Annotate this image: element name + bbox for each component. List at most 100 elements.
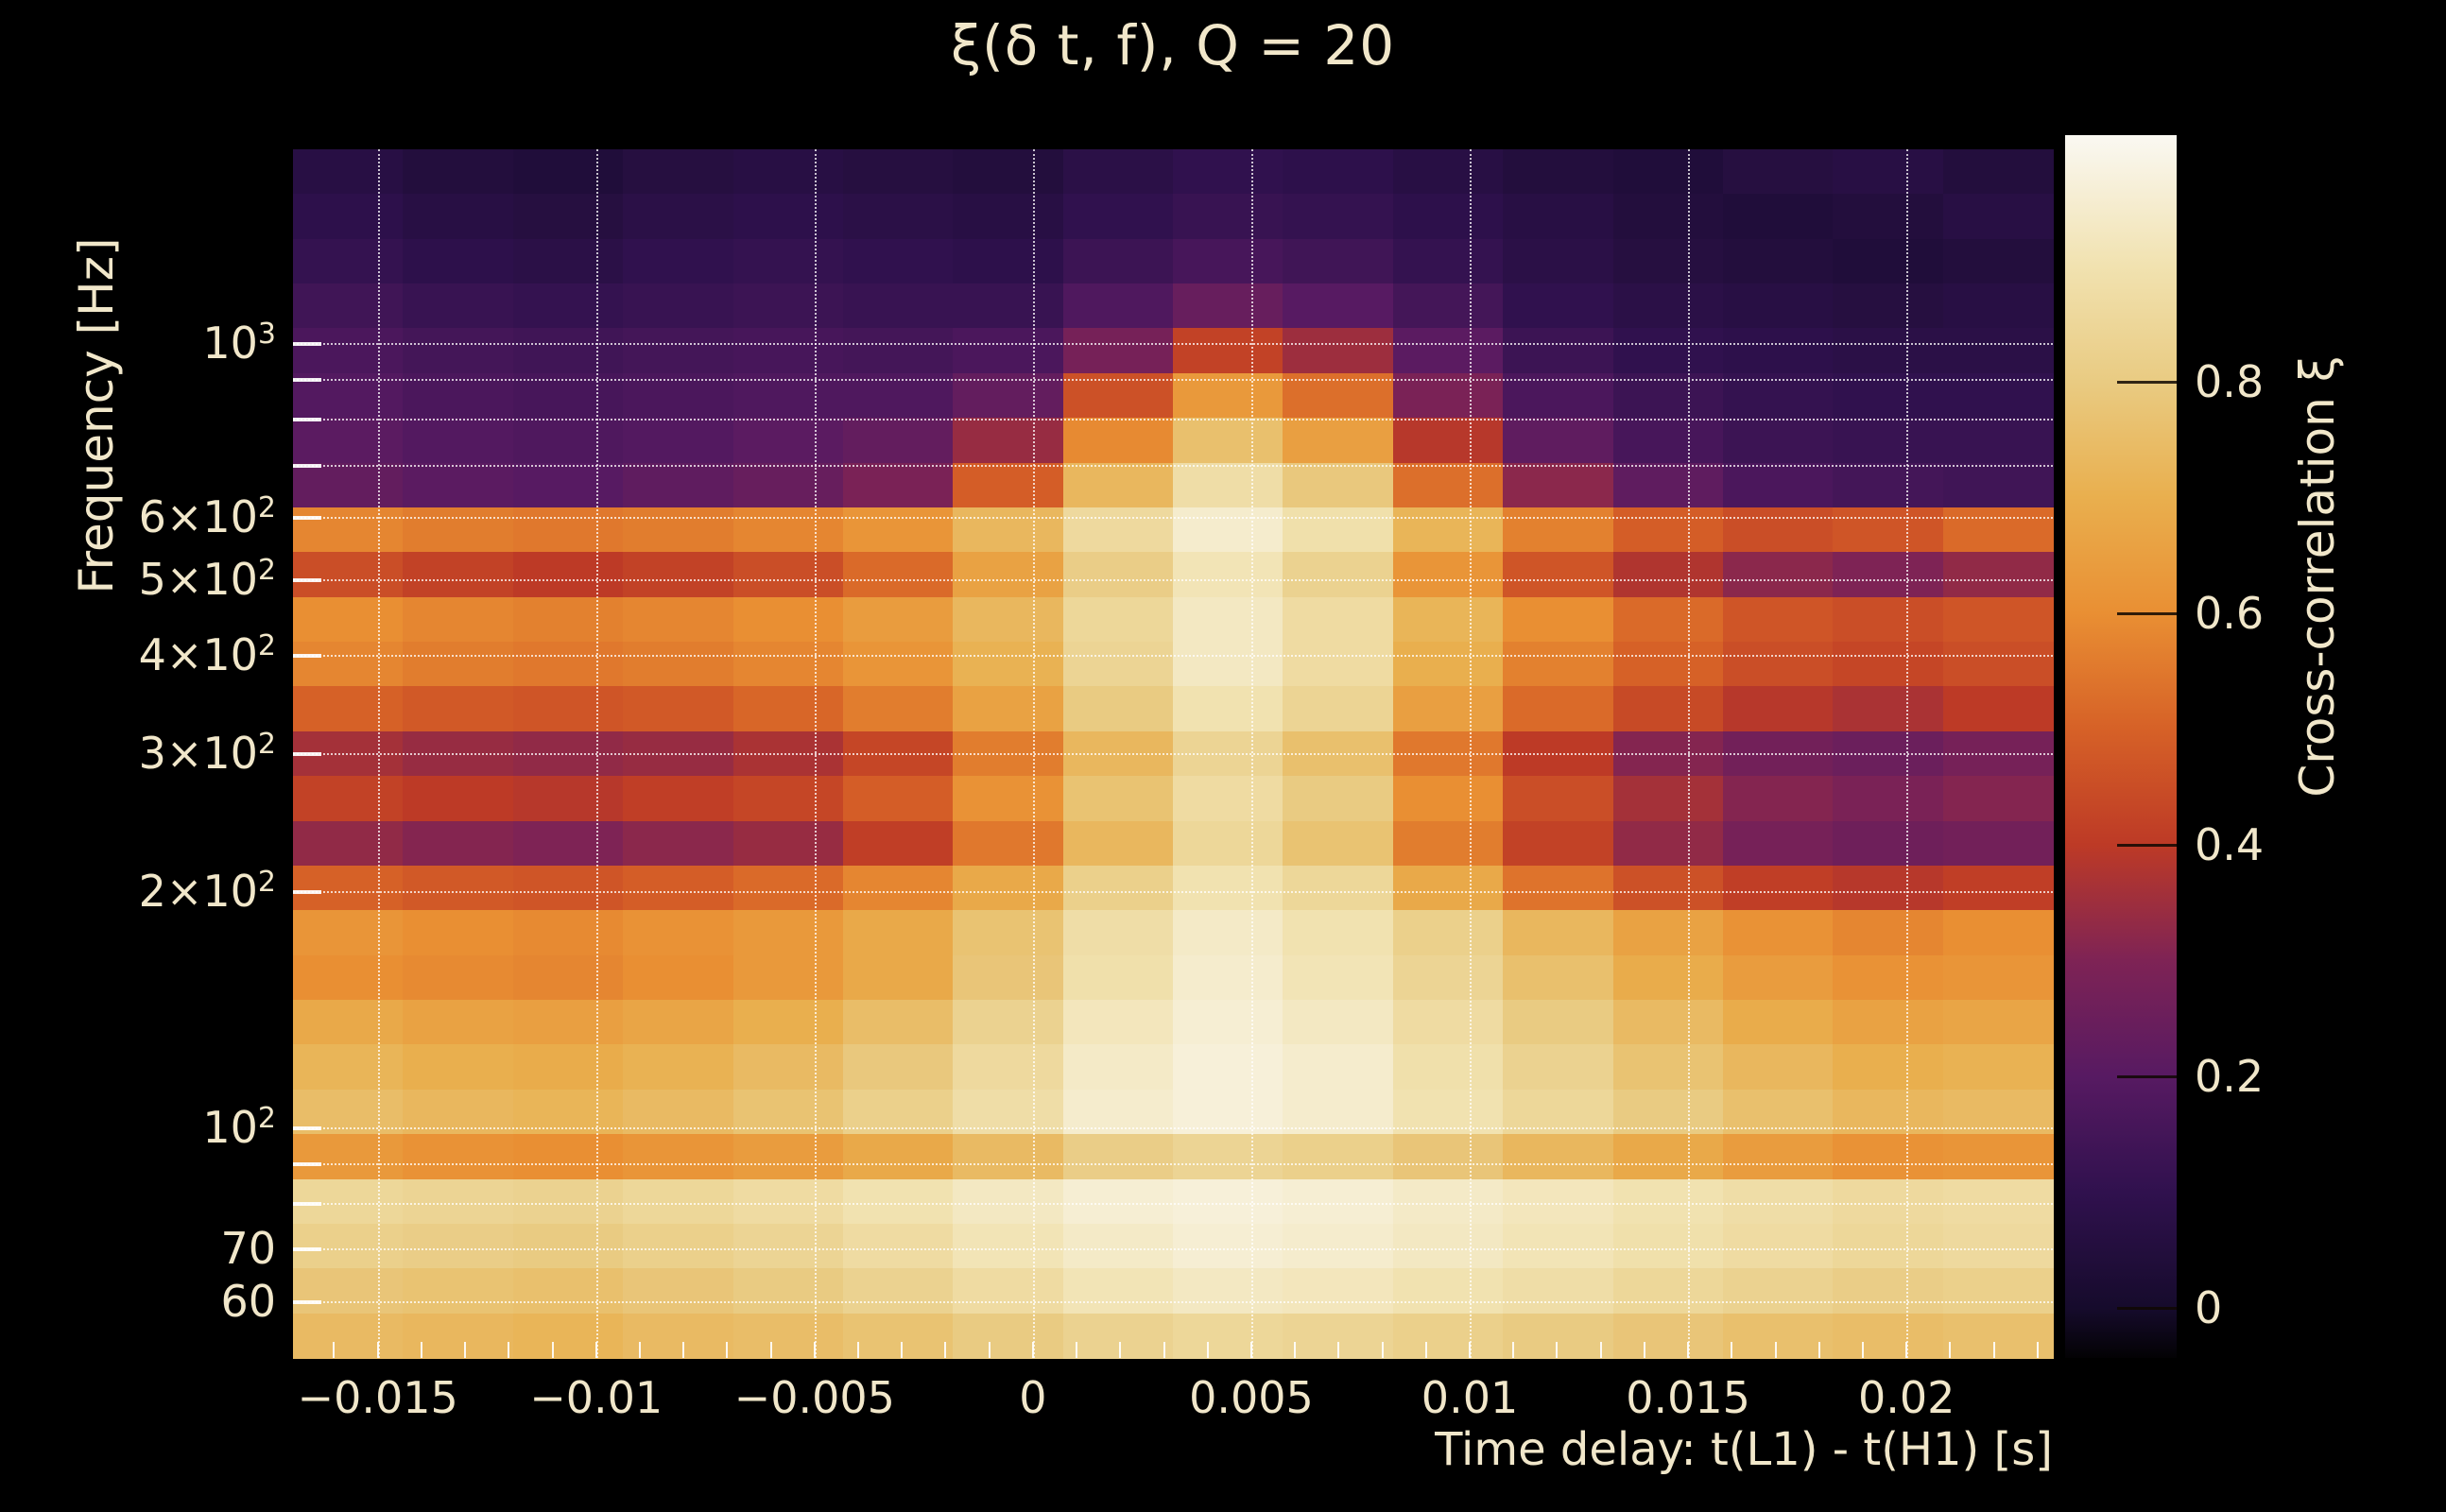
x-minor-tick-mark [551,1342,554,1358]
chart-title: ξ(δ t, f), Q = 20 [950,13,1396,77]
y-tick-mark [293,341,321,346]
heatmap-cell [1062,642,1174,688]
heatmap-cell [842,1268,954,1314]
heatmap-cell [1612,194,1724,240]
heatmap-cell [403,910,514,956]
heatmap-cell [953,418,1064,464]
heatmap-cell [623,1223,734,1269]
x-tick-label: 0.02 [1857,1372,1955,1423]
heatmap-cell [953,596,1064,643]
heatmap-cell [1942,284,2054,330]
heatmap-cell [1942,1178,2054,1225]
heatmap-cell [1392,596,1504,643]
y-tick-mark [293,1247,321,1252]
heatmap-cell [623,686,734,732]
heatmap-cell [1062,1134,1174,1180]
heatmap-cell [953,328,1064,374]
heatmap-cell [1942,1089,2054,1135]
heatmap-cell [293,1000,405,1046]
heatmap-cell [1503,820,1614,867]
x-tick-label: 0.01 [1421,1372,1519,1423]
heatmap-cell [1942,1000,2054,1046]
heatmap-cell [1612,686,1724,732]
heatmap-cell [732,596,844,643]
heatmap-cell [1503,507,1614,554]
heatmap-cell [732,1044,844,1091]
heatmap-cell [293,462,405,508]
heatmap-cell [732,686,844,732]
x-minor-tick-mark [638,1342,641,1358]
heatmap-cell [1283,1044,1394,1091]
heatmap-cell [1173,1223,1284,1269]
x-minor-tick-mark [857,1342,860,1358]
heatmap-cell [1833,462,1944,508]
colorbar-tick-label: 0.6 [2195,588,2265,640]
heatmap-cell [1283,1223,1394,1269]
heatmap-cell [512,865,624,911]
heatmap-cell [1392,776,1504,822]
heatmap-cell [512,1178,624,1225]
heatmap-cell [1173,194,1284,240]
x-minor-tick-mark [1731,1342,1733,1358]
heatmap-cell [842,642,954,688]
heatmap-cell [1942,1313,2054,1359]
heatmap-cell [1503,194,1614,240]
heatmap-cell [293,194,405,240]
heatmap-cell [732,194,844,240]
heatmap-cell [403,865,514,911]
heatmap-cell [1612,820,1724,867]
heatmap-cell [1283,194,1394,240]
heatmap-cell [1062,1313,1174,1359]
heatmap-cell [1833,954,1944,1001]
heatmap-cell [1503,686,1614,732]
x-minor-tick-mark [1076,1342,1078,1358]
heatmap-cell [953,865,1064,911]
heatmap-cell [1942,507,2054,554]
heatmap-cell [1392,194,1504,240]
heatmap-cell [1942,820,2054,867]
y-gridline [293,1203,2053,1206]
heatmap-cell [1942,865,2054,911]
heatmap-cell [623,596,734,643]
y-tick-label: 2×102 [138,865,276,918]
heatmap-cell [1173,910,1284,956]
heatmap-cell [623,1178,734,1225]
y-tick-label: 103 [202,317,276,369]
heatmap-cell [623,642,734,688]
heatmap-cell [1503,1000,1614,1046]
heatmap-cell [1173,642,1284,688]
heatmap-cell [1173,1000,1284,1046]
heatmap-cell [1833,507,1944,554]
heatmap-cell [1612,462,1724,508]
y-tick-mark [293,1161,321,1166]
heatmap-cell [512,149,624,196]
y-tick-mark [293,654,321,659]
heatmap-cell [1833,820,1944,867]
heatmap-cell [293,1044,405,1091]
heatmap-cell [1942,1268,2054,1314]
heatmap-cell [1722,1000,1834,1046]
heatmap-cell [1942,596,2054,643]
heatmap-cell [1612,1313,1724,1359]
heatmap-cell [842,865,954,911]
heatmap-cell [1722,1089,1834,1135]
heatmap-cell [953,1089,1064,1135]
x-minor-tick-mark [2036,1342,2039,1358]
heatmap-cell [512,910,624,956]
heatmap-cell [1942,954,2054,1001]
heatmap-cell [1283,284,1394,330]
heatmap-cell [1062,149,1174,196]
heatmap-cell [842,1313,954,1359]
heatmap-cell [953,194,1064,240]
heatmap-cell [1833,686,1944,732]
heatmap-cell [1722,194,1834,240]
heatmap-cell [1612,642,1724,688]
heatmap-cell [1833,1313,1944,1359]
heatmap-cell [842,507,954,554]
heatmap-cell [293,1268,405,1314]
heatmap-cell [1062,1223,1174,1269]
heatmap-cell [1062,910,1174,956]
heatmap-cell [1722,1178,1834,1225]
heatmap-cell [293,1134,405,1180]
